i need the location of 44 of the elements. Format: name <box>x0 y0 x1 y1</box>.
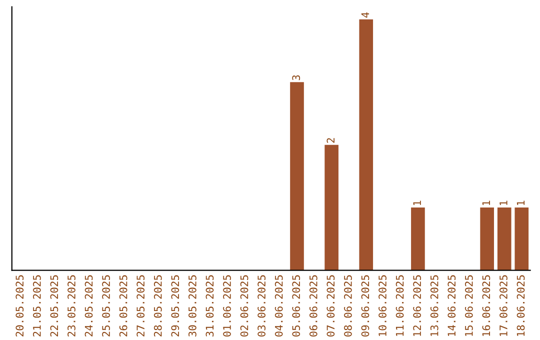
bar <box>359 19 374 270</box>
x-tick-label: 02.06.2025 <box>240 275 248 336</box>
x-tick-label: 11.06.2025 <box>396 275 404 336</box>
bar <box>480 208 494 270</box>
bar <box>411 208 425 270</box>
x-tick-label: 26.05.2025 <box>119 275 128 336</box>
x-tick-label: 07.06.2025 <box>326 275 335 336</box>
data-label: 2 <box>326 138 334 143</box>
x-tick-label: 25.05.2025 <box>102 275 110 336</box>
data-label: 3 <box>292 75 300 80</box>
x-tick-label: 12.06.2025 <box>413 275 422 336</box>
x-tick-label: 22.05.2025 <box>50 275 58 336</box>
x-tick-label: 01.06.2025 <box>223 275 231 336</box>
x-tick-label: 09.06.2025 <box>361 275 370 336</box>
x-tick-label: 04.06.2025 <box>274 275 283 336</box>
x-tick-label: 10.06.2025 <box>378 275 386 336</box>
x-tick-label: 31.05.2025 <box>206 275 214 336</box>
x-tick-label: 29.05.2025 <box>171 275 180 336</box>
bar <box>324 144 338 270</box>
bar <box>514 208 529 270</box>
x-tick-label: 16.06.2025 <box>482 275 490 336</box>
x-tick-label: 08.06.2025 <box>344 275 352 336</box>
x-tick-label: 28.05.2025 <box>154 275 162 336</box>
x-tick-label: 23.05.2025 <box>68 275 76 336</box>
x-tick-label: 24.05.2025 <box>84 275 93 336</box>
data-label: 1 <box>500 200 508 206</box>
x-tick-label: 30.05.2025 <box>188 275 196 336</box>
x-tick-label: 14.06.2025 <box>448 275 456 336</box>
data-label: 1 <box>516 200 525 206</box>
x-tick-label: 17.06.2025 <box>500 275 508 336</box>
data-label: 1 <box>413 200 421 206</box>
x-tick-label: 03.06.2025 <box>258 275 266 336</box>
x-tick-label: 15.06.2025 <box>464 275 473 336</box>
x-tick-label: 05.06.2025 <box>292 275 300 336</box>
x-tick-label: 13.06.2025 <box>430 275 438 336</box>
x-tick-label: 18.06.2025 <box>516 275 525 336</box>
data-label: 4 <box>361 12 370 18</box>
x-tick-label: 21.05.2025 <box>32 275 41 336</box>
data-label: 1 <box>482 200 490 206</box>
x-tick-label: 06.06.2025 <box>309 275 318 336</box>
x-tick-label: 20.05.2025 <box>16 275 24 336</box>
bar <box>290 82 304 270</box>
bar <box>497 208 512 270</box>
x-tick-label: 27.05.2025 <box>136 275 145 336</box>
